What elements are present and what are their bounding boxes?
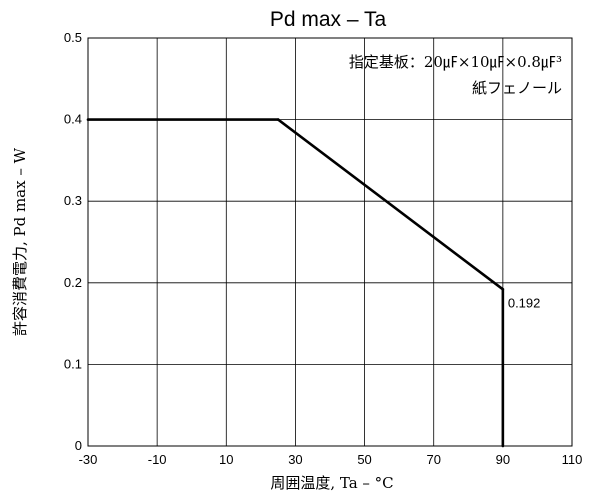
- y-tick-label: 0: [75, 438, 82, 453]
- data-point: [501, 288, 505, 291]
- y-tick-label: 0.2: [64, 275, 82, 290]
- points-layer: [86, 118, 505, 448]
- x-tick-label: 70: [426, 452, 440, 467]
- board-spec-annotation: 指定基板：20㎌×10㎌×0.8㎌³: [349, 53, 562, 71]
- x-tick-label: 50: [357, 452, 371, 467]
- x-tick-label: 10: [219, 452, 233, 467]
- board-material-annotation: 紙フェノール: [472, 79, 562, 97]
- x-tick-label: 110: [562, 452, 583, 467]
- x-tick-label: 30: [288, 452, 302, 467]
- grid-layer: [87, 37, 573, 447]
- series-line: [88, 118, 505, 446]
- y-tick-label: 0.5: [64, 30, 82, 45]
- plot-frame: [87, 37, 573, 447]
- y-tick-labels: 0 0.1 0.2 0.3 0.4 0.5: [64, 30, 82, 453]
- chart-title: Pd max – Ta: [270, 8, 387, 31]
- x-tick-label: -10: [148, 452, 167, 467]
- data-point: [86, 118, 90, 121]
- x-tick-labels: -30 -10 10 30 50 70 90 110: [79, 452, 583, 467]
- data-label-0192: 0.192: [508, 295, 541, 310]
- y-tick-label: 0.4: [64, 112, 82, 127]
- y-tick-label: 0.1: [64, 356, 82, 371]
- x-axis-label: 周囲温度, Ta – °C: [270, 474, 393, 492]
- y-axis-label: 許容消費電力, Pd max – W: [11, 147, 29, 336]
- x-tick-label: 90: [496, 452, 510, 467]
- y-tick-label: 0.3: [64, 193, 82, 208]
- x-tick-label: -30: [79, 452, 98, 467]
- data-point: [501, 444, 505, 448]
- data-point: [276, 118, 280, 121]
